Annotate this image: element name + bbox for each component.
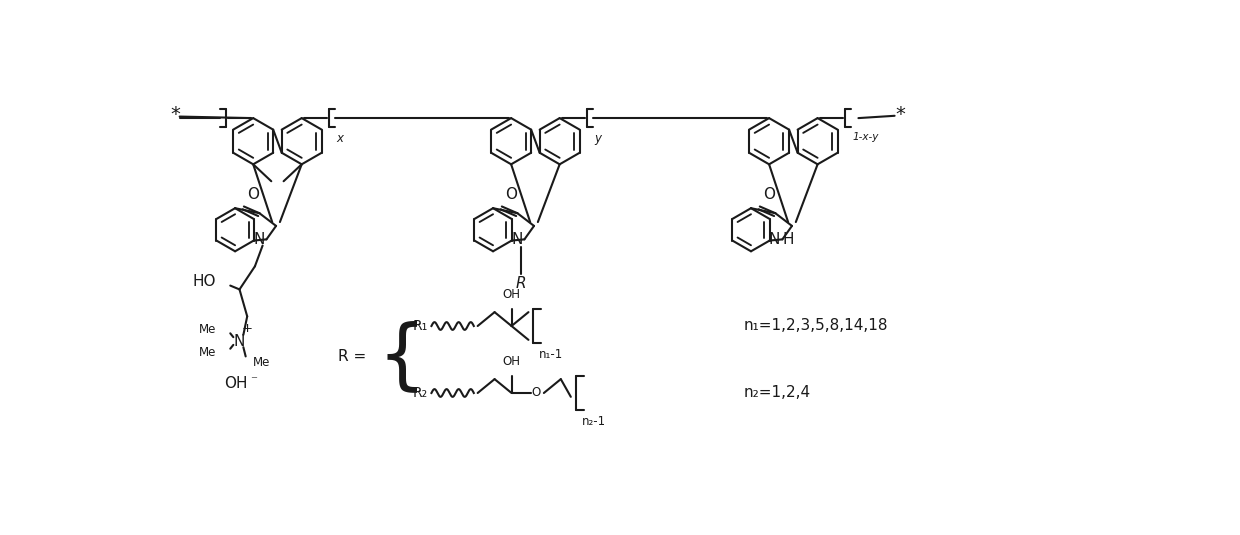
Text: Me: Me bbox=[200, 346, 217, 359]
Text: n₁=1,2,3,5,8,14,18: n₁=1,2,3,5,8,14,18 bbox=[743, 318, 888, 333]
Text: n₂-1: n₂-1 bbox=[583, 415, 606, 427]
Text: O: O bbox=[763, 187, 775, 202]
Text: OH: OH bbox=[224, 376, 248, 391]
Text: N: N bbox=[234, 333, 246, 348]
Text: N: N bbox=[511, 232, 522, 247]
Text: n₂=1,2,4: n₂=1,2,4 bbox=[743, 386, 811, 401]
Text: *: * bbox=[895, 105, 905, 124]
Text: HO: HO bbox=[193, 274, 217, 289]
Text: OH: OH bbox=[502, 288, 521, 301]
Text: {: { bbox=[377, 320, 427, 394]
Text: n₁-1: n₁-1 bbox=[539, 348, 563, 361]
Text: O: O bbox=[247, 187, 259, 202]
Text: x: x bbox=[336, 132, 343, 145]
Text: Me: Me bbox=[253, 356, 270, 369]
Text: O: O bbox=[532, 386, 541, 400]
Text: 1-x-y: 1-x-y bbox=[852, 132, 879, 142]
Text: *: * bbox=[170, 105, 180, 124]
Text: ⁻: ⁻ bbox=[250, 374, 257, 387]
Text: y: y bbox=[594, 132, 601, 145]
Text: H: H bbox=[782, 232, 795, 247]
Text: R₂: R₂ bbox=[412, 386, 428, 400]
Text: R =: R = bbox=[337, 349, 366, 364]
Text: N: N bbox=[253, 232, 264, 247]
Text: O: O bbox=[505, 187, 517, 202]
Text: N: N bbox=[769, 232, 780, 247]
Text: +: + bbox=[242, 322, 253, 335]
Text: Me: Me bbox=[200, 323, 217, 336]
Text: R₁: R₁ bbox=[412, 319, 428, 333]
Text: OH: OH bbox=[502, 355, 521, 369]
Text: R: R bbox=[516, 276, 526, 291]
